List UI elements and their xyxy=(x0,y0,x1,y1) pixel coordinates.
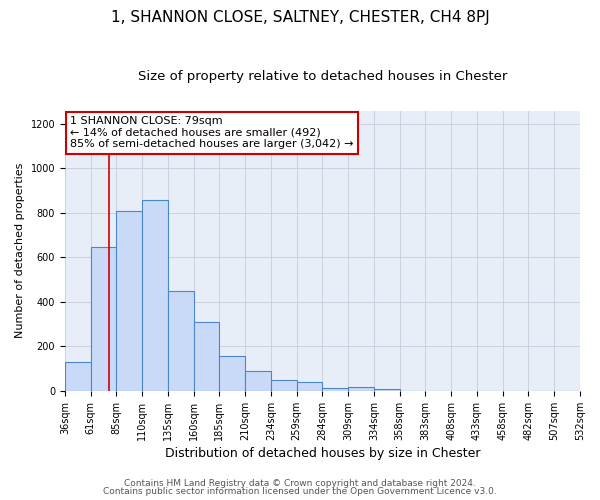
Bar xyxy=(65,362,91,391)
Bar xyxy=(91,248,116,391)
Bar xyxy=(322,388,348,391)
Text: 1, SHANNON CLOSE, SALTNEY, CHESTER, CH4 8PJ: 1, SHANNON CLOSE, SALTNEY, CHESTER, CH4 … xyxy=(110,10,490,25)
Bar xyxy=(271,380,296,391)
Text: Contains HM Land Registry data © Crown copyright and database right 2024.: Contains HM Land Registry data © Crown c… xyxy=(124,478,476,488)
X-axis label: Distribution of detached houses by size in Chester: Distribution of detached houses by size … xyxy=(165,447,480,460)
Bar xyxy=(142,200,168,391)
Bar xyxy=(245,371,271,391)
Bar xyxy=(116,210,142,391)
Bar xyxy=(296,382,322,391)
Text: Contains public sector information licensed under the Open Government Licence v3: Contains public sector information licen… xyxy=(103,487,497,496)
Title: Size of property relative to detached houses in Chester: Size of property relative to detached ho… xyxy=(138,70,507,83)
Bar xyxy=(348,386,374,391)
Bar xyxy=(168,291,194,391)
Y-axis label: Number of detached properties: Number of detached properties xyxy=(15,163,25,338)
Bar xyxy=(374,389,400,391)
Bar xyxy=(194,322,220,391)
Bar xyxy=(220,356,245,391)
Text: 1 SHANNON CLOSE: 79sqm
← 14% of detached houses are smaller (492)
85% of semi-de: 1 SHANNON CLOSE: 79sqm ← 14% of detached… xyxy=(70,116,353,150)
